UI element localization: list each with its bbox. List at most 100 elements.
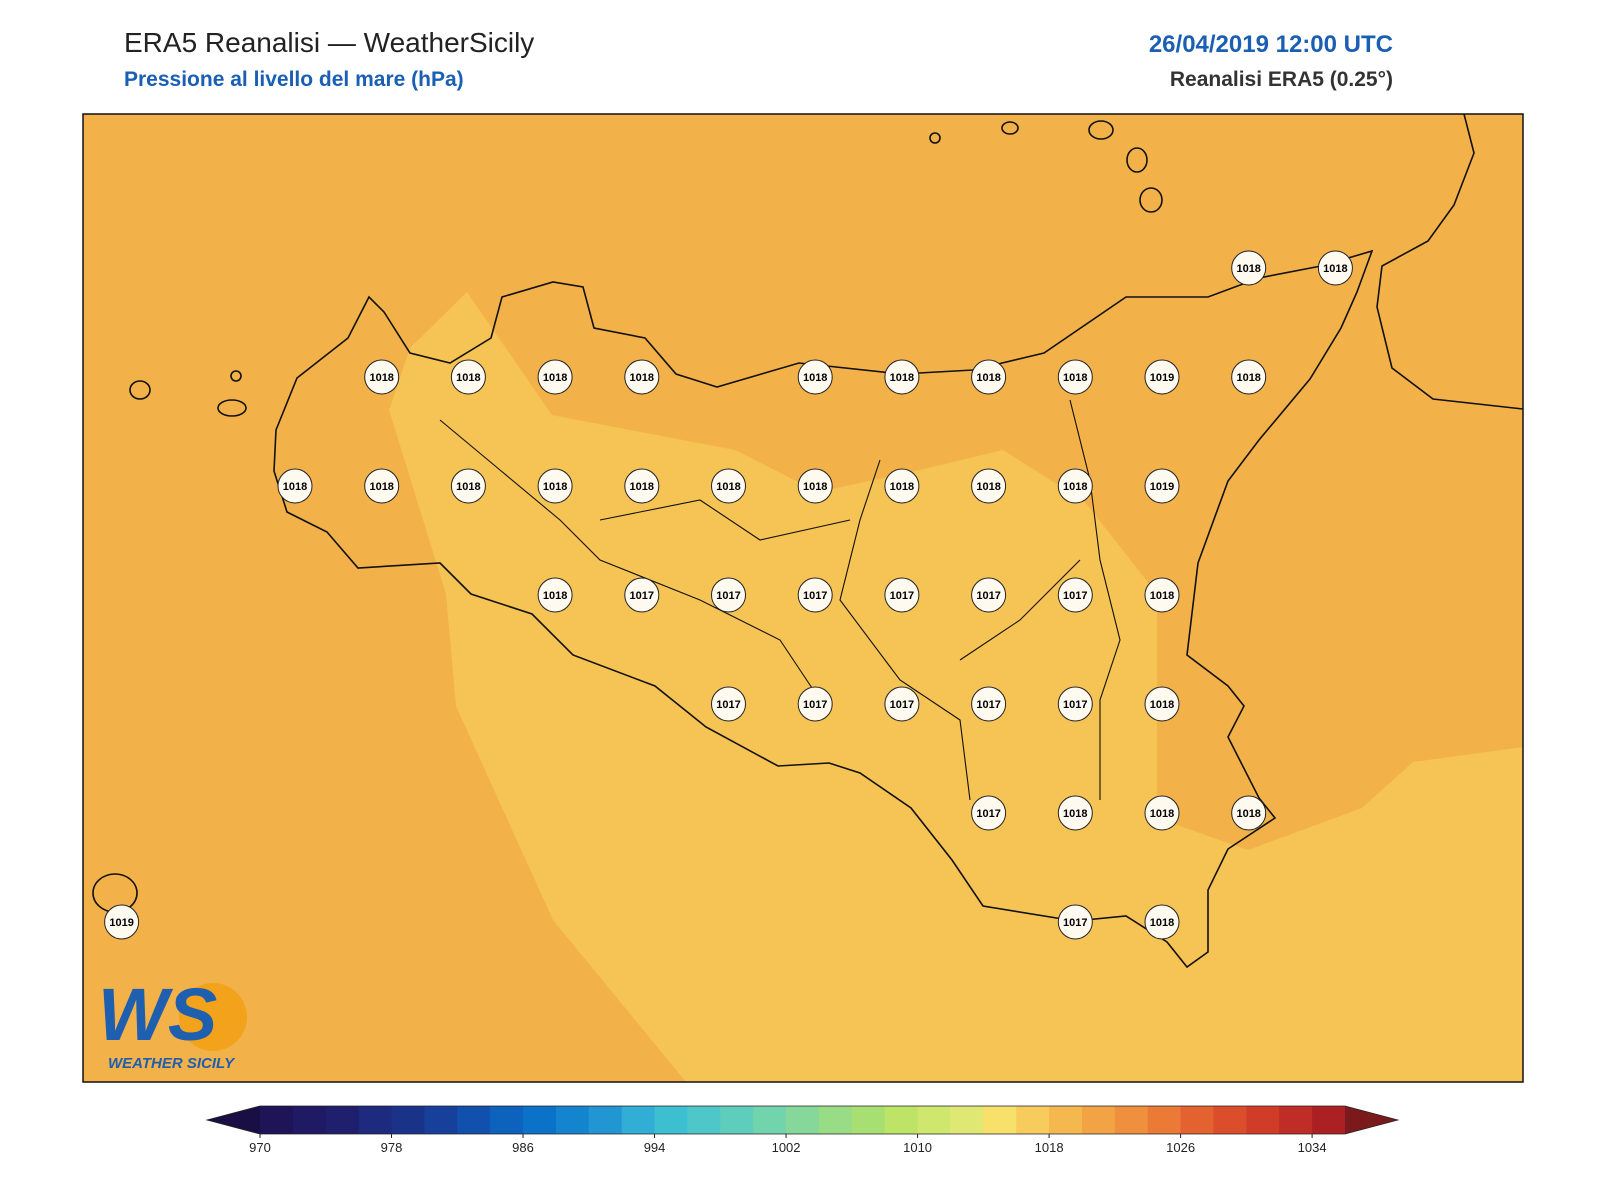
title: ERA5 Reanalisi — WeatherSicily <box>124 27 534 58</box>
colorbar-box <box>325 1106 360 1134</box>
station-marker <box>537 577 573 613</box>
station-marker <box>884 686 920 722</box>
colorbar-box <box>720 1106 754 1134</box>
station-value: 1017 <box>976 590 1000 602</box>
logo-mark: WS <box>98 973 217 1056</box>
colorbar-box <box>818 1106 853 1134</box>
station-value: 1018 <box>1150 590 1174 602</box>
colorbar-box <box>1246 1106 1280 1134</box>
colorbar-box <box>687 1106 721 1134</box>
colorbar-box <box>292 1106 327 1134</box>
colorbar-box <box>358 1106 393 1134</box>
colorbar: 970 978 986 994 1002 1010 1018 1026 1034 <box>205 1105 1400 1155</box>
station-value: 1018 <box>543 372 567 384</box>
station-value: 1018 <box>543 481 567 493</box>
station-marker <box>797 468 833 504</box>
colorbar-tick-label: 1034 <box>1298 1140 1327 1155</box>
station-value: 1017 <box>716 699 740 711</box>
station-marker <box>1144 468 1180 504</box>
colorbar-tick-label: 994 <box>644 1140 666 1155</box>
colorbar-box <box>588 1106 623 1134</box>
logo: WS WEATHER SICILY <box>98 973 247 1072</box>
station-value: 1018 <box>1323 263 1347 275</box>
station-value: 1019 <box>1150 372 1174 384</box>
station-value: 1017 <box>1063 590 1087 602</box>
station-marker <box>971 795 1007 831</box>
station-value: 1018 <box>630 372 654 384</box>
colorbar-box <box>555 1106 590 1134</box>
pressure-band <box>389 292 1523 1082</box>
station-marker <box>450 468 486 504</box>
colorbar-tick-label: 978 <box>381 1140 403 1155</box>
station-marker <box>1144 686 1180 722</box>
station-marker <box>1231 359 1267 395</box>
colorbar-box <box>260 1106 294 1134</box>
station-value: 1017 <box>890 590 914 602</box>
station-value: 1017 <box>803 699 827 711</box>
colorbar-box <box>851 1106 886 1134</box>
station-marker <box>711 468 746 504</box>
colorbar-box <box>950 1106 984 1134</box>
station-value: 1017 <box>630 590 654 602</box>
station-value: 1019 <box>1150 481 1174 493</box>
colorbar-tick-label: 970 <box>249 1140 271 1155</box>
colorbar-box <box>523 1106 557 1134</box>
station-value: 1017 <box>1063 699 1087 711</box>
station-marker <box>624 577 660 613</box>
station-value: 1018 <box>369 372 393 384</box>
station-marker <box>1231 250 1267 286</box>
colorbar-extend-high <box>1345 1106 1398 1134</box>
colorbar-box <box>1180 1106 1214 1134</box>
colorbar-box <box>621 1106 656 1134</box>
colorbar-box <box>424 1106 458 1134</box>
colorbar-extend-low <box>207 1106 260 1134</box>
station-marker <box>537 359 573 395</box>
station-value: 1018 <box>976 481 1000 493</box>
station-value: 1017 <box>803 590 827 602</box>
station-value: 1018 <box>890 372 914 384</box>
station-marker <box>104 904 140 940</box>
colorbar-box <box>917 1106 951 1134</box>
colorbar-box <box>391 1106 425 1134</box>
station-value: 1018 <box>456 481 480 493</box>
station-marker <box>971 686 1007 722</box>
station-value: 1018 <box>369 481 393 493</box>
colorbar-box <box>753 1106 787 1134</box>
colorbar-box <box>983 1106 1017 1134</box>
station-marker <box>884 359 920 395</box>
colorbar-tick-label: 1018 <box>1035 1140 1064 1155</box>
station-marker <box>971 359 1007 395</box>
station-marker <box>1057 359 1093 395</box>
coastline <box>92 114 1523 969</box>
station-value: 1017 <box>890 699 914 711</box>
station-value: 1018 <box>1063 808 1087 820</box>
station-marker <box>1144 359 1180 395</box>
station-value: 1018 <box>630 481 654 493</box>
station-marker <box>797 577 833 613</box>
logo-text: WEATHER SICILY <box>108 1055 236 1072</box>
station-marker <box>277 468 313 504</box>
colorbar-tick-label: 986 <box>512 1140 534 1155</box>
stations: 1018 1018 1018 1018 1018 1018 1018 1018 1018 1018… <box>104 250 1353 940</box>
station-marker <box>884 577 920 613</box>
station-marker <box>624 468 660 504</box>
colorbar-outline <box>205 1105 1400 1135</box>
station-marker <box>711 577 746 613</box>
map-frame <box>82 113 1524 1083</box>
station-value: 1018 <box>1150 917 1174 929</box>
station-value: 1017 <box>976 699 1000 711</box>
colorbar-box <box>1279 1106 1313 1134</box>
station-marker <box>364 359 400 395</box>
station-value: 1018 <box>543 590 567 602</box>
station-marker <box>1057 904 1093 940</box>
station-marker <box>364 468 400 504</box>
station-marker <box>971 577 1007 613</box>
colorbar-box <box>1213 1106 1247 1134</box>
station-marker <box>711 686 746 722</box>
logo-sun <box>179 983 247 1051</box>
colorbar-box <box>1049 1106 1083 1134</box>
station-marker <box>1057 468 1093 504</box>
model: Reanalisi ERA5 (0.25°) <box>1170 68 1393 91</box>
datetime: 26/04/2019 12:00 UTC <box>1149 31 1393 58</box>
colorbar-box <box>884 1106 919 1134</box>
